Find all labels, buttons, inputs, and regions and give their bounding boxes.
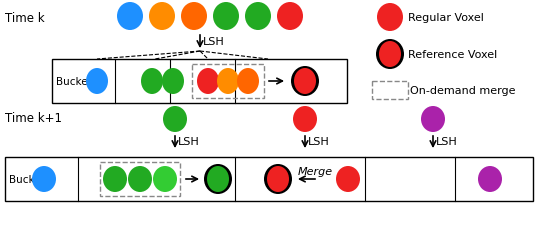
Ellipse shape — [478, 166, 502, 192]
Text: LSH: LSH — [203, 37, 225, 47]
Text: On-demand merge: On-demand merge — [410, 86, 515, 96]
Ellipse shape — [376, 40, 404, 70]
Ellipse shape — [86, 69, 108, 94]
Ellipse shape — [149, 3, 175, 31]
Ellipse shape — [379, 42, 401, 68]
Ellipse shape — [163, 106, 187, 132]
Text: LSH: LSH — [308, 136, 330, 146]
Ellipse shape — [293, 106, 317, 132]
Ellipse shape — [217, 69, 239, 94]
Ellipse shape — [207, 166, 229, 192]
Ellipse shape — [181, 3, 207, 31]
Ellipse shape — [245, 3, 271, 31]
Ellipse shape — [264, 164, 292, 194]
Bar — [5, 157, 533, 201]
Ellipse shape — [377, 4, 403, 32]
Bar — [100, 162, 180, 196]
Bar — [192, 65, 264, 99]
Ellipse shape — [336, 166, 360, 192]
Ellipse shape — [117, 3, 143, 31]
Ellipse shape — [291, 67, 319, 97]
Ellipse shape — [237, 69, 259, 94]
Text: Time k: Time k — [5, 12, 45, 25]
Ellipse shape — [213, 3, 239, 31]
Text: Reference Voxel: Reference Voxel — [408, 50, 497, 60]
Ellipse shape — [294, 69, 316, 94]
Ellipse shape — [153, 166, 177, 192]
Ellipse shape — [204, 164, 232, 194]
Ellipse shape — [32, 166, 56, 192]
Ellipse shape — [141, 69, 163, 94]
Text: LSH: LSH — [178, 136, 200, 146]
Text: Buckets: Buckets — [56, 77, 97, 87]
Bar — [372, 82, 408, 99]
Text: Time k+1: Time k+1 — [5, 112, 62, 124]
Ellipse shape — [277, 3, 303, 31]
Text: Merge: Merge — [298, 166, 333, 176]
Ellipse shape — [128, 166, 152, 192]
Text: LSH: LSH — [436, 136, 458, 146]
Text: Buckets: Buckets — [9, 174, 50, 184]
Ellipse shape — [162, 69, 184, 94]
Ellipse shape — [197, 69, 219, 94]
Text: Regular Voxel: Regular Voxel — [408, 13, 484, 23]
Ellipse shape — [103, 166, 127, 192]
Bar — [52, 60, 347, 104]
Ellipse shape — [267, 166, 289, 192]
Ellipse shape — [421, 106, 445, 132]
